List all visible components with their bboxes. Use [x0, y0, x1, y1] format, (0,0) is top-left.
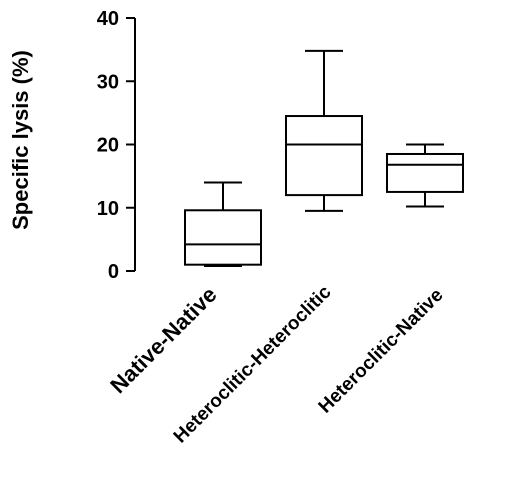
- iqr-box: [386, 152, 464, 193]
- y-tick-label: 10: [97, 198, 119, 220]
- y-tick-label: 20: [97, 135, 119, 157]
- box-1: [184, 181, 262, 267]
- plot-area: [184, 49, 464, 267]
- category-label: Heteroclitic-Native: [315, 285, 448, 418]
- category-label: Native-Native: [105, 282, 221, 398]
- iqr-box: [285, 115, 363, 197]
- box-2: [285, 49, 363, 212]
- y-tick-label: 0: [108, 261, 119, 283]
- box-3: [386, 143, 464, 208]
- iqr-box: [184, 209, 262, 266]
- y-axis-title: Specific lysis (%): [8, 50, 33, 230]
- y-tick-label: 40: [97, 8, 119, 30]
- category-labels: Native-NativeHeteroclitic-HeterocliticHe…: [105, 281, 447, 447]
- y-tick-label: 30: [97, 71, 119, 93]
- y-axis: 0 10 20 30 40: [97, 8, 136, 283]
